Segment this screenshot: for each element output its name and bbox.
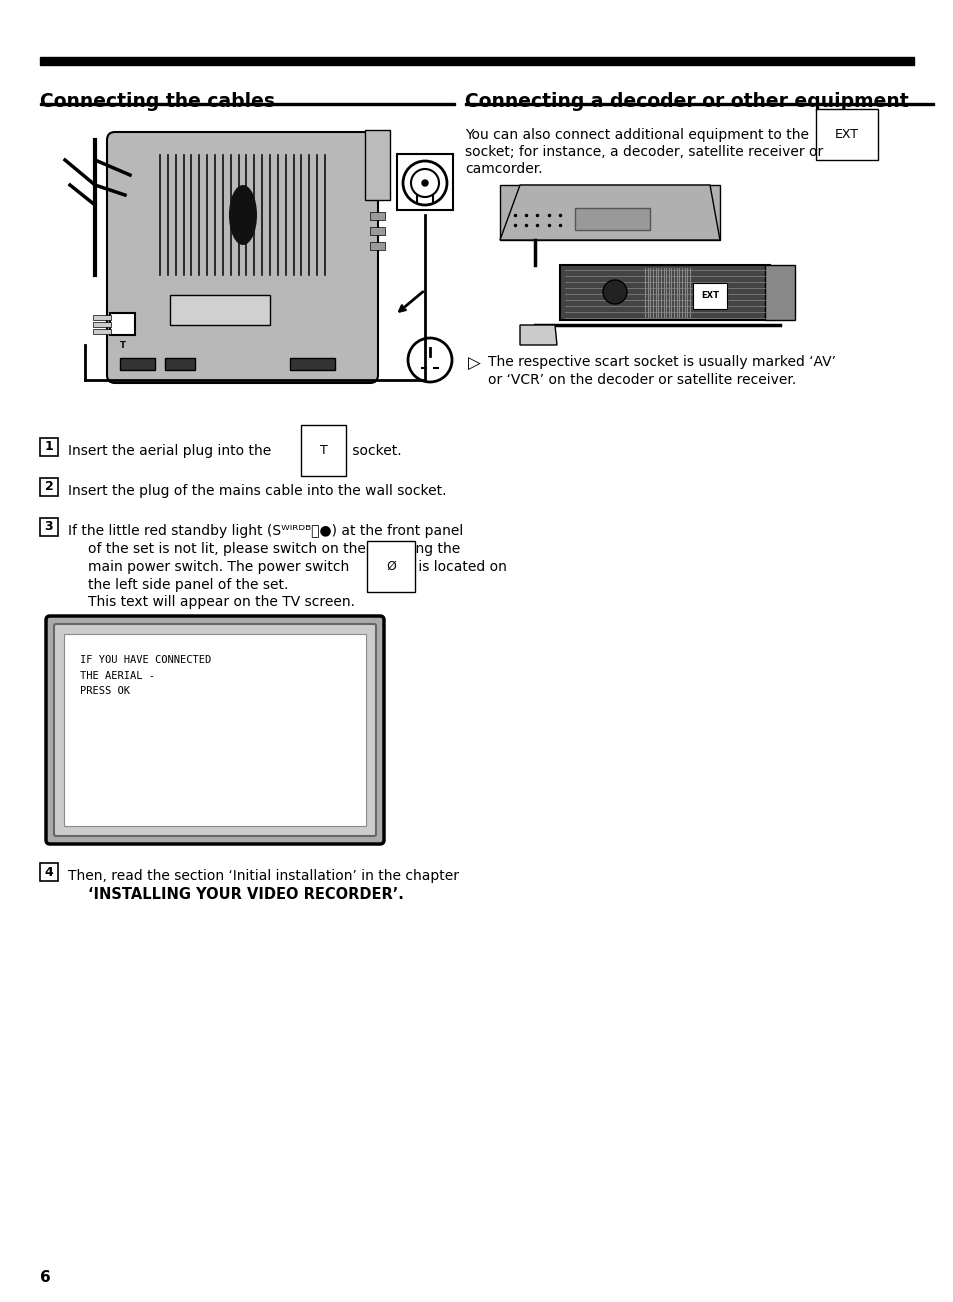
Text: ‘INSTALLING YOUR VIDEO RECORDER’.: ‘INSTALLING YOUR VIDEO RECORDER’.	[88, 887, 403, 902]
Bar	[165, 358, 194, 370]
Text: or ‘VCR’ on the decoder or satellite receiver.: or ‘VCR’ on the decoder or satellite rec…	[488, 372, 796, 387]
Bar	[575, 208, 649, 230]
Bar	[464, 103, 933, 105]
Bar	[40, 437, 58, 456]
Text: T: T	[120, 341, 126, 349]
Text: the left side panel of the set.: the left side panel of the set.	[88, 578, 288, 592]
Text: This text will appear on the TV screen.: This text will appear on the TV screen.	[88, 595, 355, 609]
Text: EXT: EXT	[700, 292, 719, 301]
FancyBboxPatch shape	[499, 185, 720, 240]
Text: Insert the aerial plug into the: Insert the aerial plug into the	[68, 444, 275, 458]
Text: of the set is not lit, please switch on the set using the: of the set is not lit, please switch on …	[88, 542, 459, 556]
Circle shape	[421, 180, 428, 186]
Text: T: T	[319, 444, 328, 457]
Text: socket.: socket.	[348, 444, 401, 458]
Text: Connecting a decoder or other equipment: Connecting a decoder or other equipment	[464, 92, 907, 111]
Bar	[170, 296, 270, 326]
Text: Insert the plug of the mains cable into the wall socket.: Insert the plug of the mains cable into …	[68, 484, 446, 497]
Text: You can also connect additional equipment to the: You can also connect additional equipmen…	[464, 128, 813, 142]
Polygon shape	[519, 326, 557, 345]
Bar	[559, 266, 769, 320]
Circle shape	[602, 280, 626, 303]
Bar	[40, 57, 913, 65]
Bar	[370, 242, 385, 250]
Text: 6: 6	[40, 1269, 51, 1285]
Bar	[110, 312, 135, 335]
Bar	[370, 227, 385, 234]
Text: If the little red standby light (Sᵂᴵᴿᴰᴮ᷊●) at the front panel: If the little red standby light (Sᵂᴵᴿᴰᴮ᷊…	[68, 523, 463, 538]
Text: 3: 3	[45, 521, 53, 534]
Bar	[40, 478, 58, 496]
Bar	[396, 154, 453, 210]
Text: main power switch. The power switch: main power switch. The power switch	[88, 560, 354, 574]
Text: Connecting the cables: Connecting the cables	[40, 92, 274, 111]
Bar	[370, 212, 385, 220]
Bar	[120, 358, 154, 370]
Text: ▷: ▷	[468, 355, 480, 372]
Bar	[40, 518, 58, 536]
Text: Then, read the section ‘Initial installation’ in the chapter: Then, read the section ‘Initial installa…	[68, 868, 458, 883]
Text: 4: 4	[45, 866, 53, 879]
Text: EXT: EXT	[834, 128, 858, 141]
Text: camcorder.: camcorder.	[464, 161, 542, 176]
Bar	[92, 329, 111, 335]
Bar	[290, 358, 335, 370]
FancyBboxPatch shape	[107, 132, 377, 383]
Polygon shape	[499, 185, 720, 240]
Bar	[40, 863, 58, 881]
Text: Ø: Ø	[386, 560, 395, 573]
FancyBboxPatch shape	[46, 616, 384, 844]
Bar	[92, 315, 111, 320]
FancyBboxPatch shape	[54, 624, 375, 836]
Bar	[365, 130, 390, 201]
Bar	[764, 266, 794, 320]
Bar	[64, 634, 366, 825]
Text: socket; for instance, a decoder, satellite receiver or: socket; for instance, a decoder, satelli…	[464, 145, 822, 159]
Text: IF YOU HAVE CONNECTED
THE AERIAL -
PRESS OK: IF YOU HAVE CONNECTED THE AERIAL - PRESS…	[80, 655, 211, 697]
Ellipse shape	[229, 185, 256, 245]
Bar	[40, 103, 455, 105]
Text: 1: 1	[45, 440, 53, 453]
Text: 2: 2	[45, 480, 53, 493]
Text: The respective scart socket is usually marked ‘AV’: The respective scart socket is usually m…	[488, 355, 835, 368]
Text: is located on: is located on	[414, 560, 506, 574]
Bar	[92, 322, 111, 327]
